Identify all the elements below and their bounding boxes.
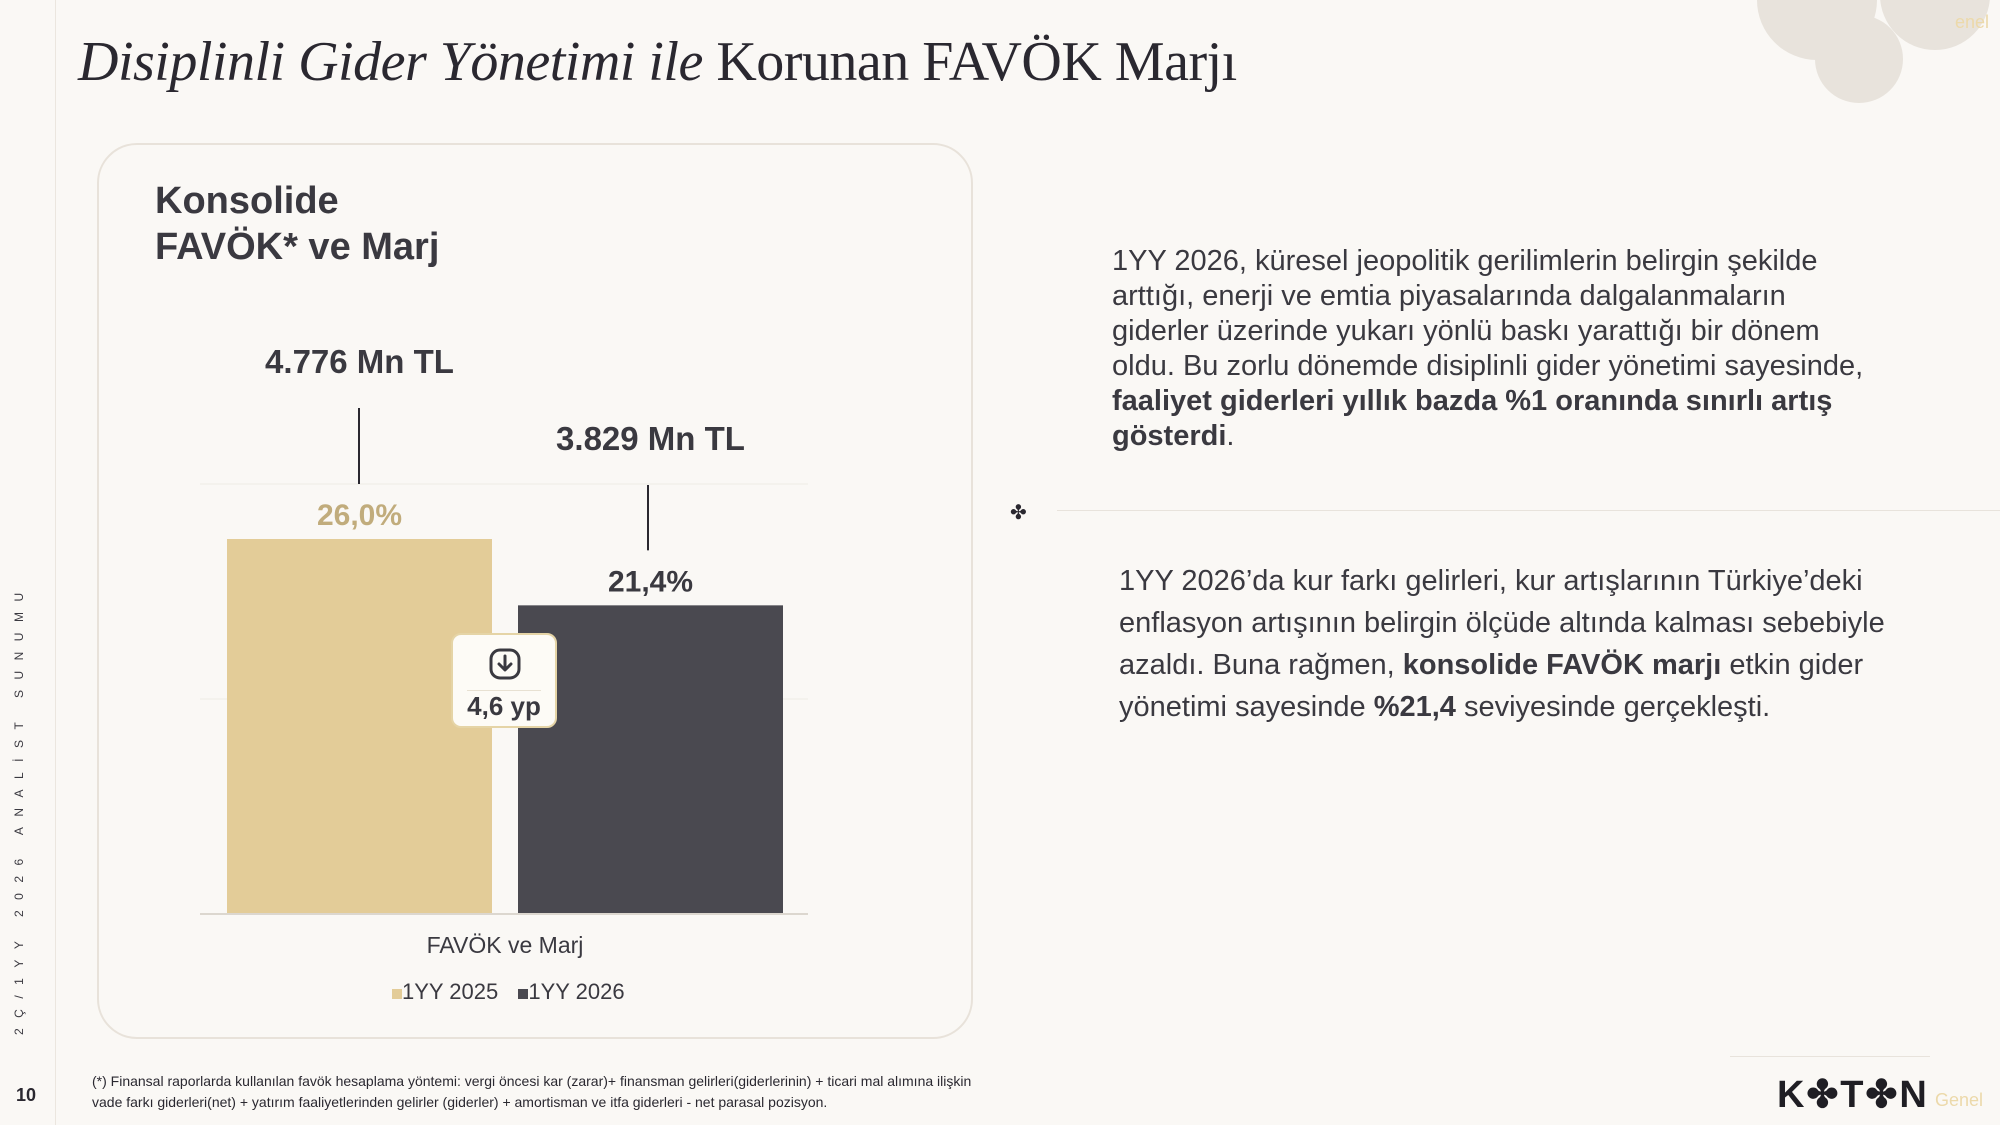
footnote-line1: (*) Finansal raporlarda kullanılan favök… <box>92 1073 972 1089</box>
legend: 1YY 2025 1YY 2026 <box>392 979 625 1005</box>
badge-value: 4,6 yp <box>467 691 541 721</box>
page-title: Disiplinli Gider Yönetimi ile Korunan FA… <box>78 30 1237 94</box>
legend-item-2025: 1YY 2025 <box>392 979 504 1004</box>
para2-bold2: %21,4 <box>1373 691 1456 723</box>
watermark-bottom: Genel <box>1935 1090 1984 1110</box>
section-divider <box>1057 510 2000 511</box>
bar-1yy-2026 <box>518 605 783 914</box>
paragraph-1: 1YY 2026, küresel jeopolitik gerilimleri… <box>1112 244 1877 454</box>
para1-end: . <box>1226 420 1235 452</box>
para1-text: 1YY 2026, küresel jeopolitik gerilimleri… <box>1112 245 1864 382</box>
legend-swatch-2026 <box>518 989 529 999</box>
para2-text1: 1YY 2026’da kur farkı gelirleri, kur art… <box>1119 565 1885 681</box>
title-italic: Disiplinli Gider Yönetimi ile <box>78 31 703 93</box>
card-title-line2: FAVÖK* ve Marj <box>155 226 440 268</box>
card-title-line1: Konsolide <box>155 180 339 222</box>
card-title: Konsolide FAVÖK* ve Marj <box>155 178 439 270</box>
koton-logo: K✤T✤N <box>1777 1074 1929 1116</box>
para2-text3: seviyesinde gerçekleşti. <box>1455 691 1771 723</box>
legend-label-2025: 1YY 2025 <box>402 979 499 1004</box>
change-badge: 4,6 yp <box>451 633 557 728</box>
margin-label: 21,4% <box>608 565 693 598</box>
legend-swatch-2025 <box>392 989 402 999</box>
sidebar-divider <box>55 0 56 1125</box>
legend-item-2026: 1YY 2026 <box>518 979 625 1004</box>
footnote: (*) Finansal raporlarda kullanılan favök… <box>92 1071 971 1113</box>
paragraph-2: 1YY 2026’da kur farkı gelirleri, kur art… <box>1119 560 1904 728</box>
x-axis-label: FAVÖK ve Marj <box>426 932 584 958</box>
legend-label-2026: 1YY 2026 <box>528 979 625 1004</box>
watermark-top: enel <box>1955 12 1990 32</box>
down-arrow-icon <box>489 648 521 680</box>
footer-divider <box>1730 1056 1930 1057</box>
para2-text2: etkin gider yönetimi sayesinde <box>1119 649 1864 723</box>
badge-divider <box>467 690 541 691</box>
value-label: 3.829 Mn TL <box>556 420 745 457</box>
margin-label: 26,0% <box>317 499 402 532</box>
bar-1yy-2025 <box>227 539 492 914</box>
para2-bold1: konsolide FAVÖK marjı <box>1402 649 1722 681</box>
value-label: 4.776 Mn TL <box>265 343 454 380</box>
page-number: 10 <box>16 1085 37 1105</box>
decorative-circle <box>1815 15 1903 103</box>
para1-bold: faaliyet giderleri yıllık bazda %1 oranı… <box>1112 385 1833 452</box>
title-regular: Korunan FAVÖK Marjı <box>716 31 1237 93</box>
flower-icon: ✤ <box>1010 502 1027 524</box>
footnote-line2: vade farkı giderleri(net) + yatırım faal… <box>92 1094 828 1110</box>
